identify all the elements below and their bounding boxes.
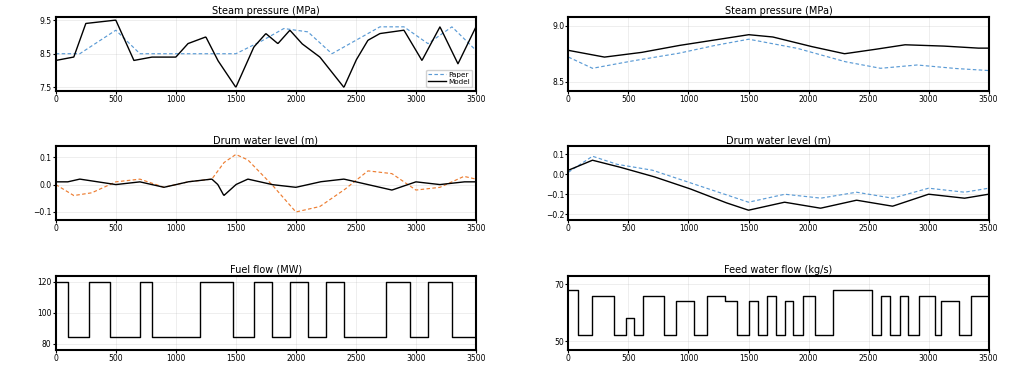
Model (110, 18, 122, 22)
Model (378, 31, 390, 35)
Title: Feed water flow (kg/s): Feed water flow (kg/s) (724, 265, 832, 275)
Paper (325, 51, 338, 56)
Paper (374, 25, 386, 29)
Model (327, 71, 339, 75)
Title: Drum water level (m): Drum water level (m) (213, 135, 318, 145)
Title: Drum water level (m): Drum water level (m) (726, 135, 831, 145)
Model (184, 41, 196, 45)
Model (469, 25, 482, 29)
Paper (429, 36, 441, 41)
Model (153, 55, 165, 59)
Model (50, 58, 62, 63)
Paper (469, 48, 482, 52)
Model (338, 85, 350, 89)
Line: Paper: Paper (56, 27, 476, 54)
Legend: Paper, Model: Paper, Model (426, 70, 473, 87)
Line: Model: Model (56, 20, 476, 87)
Paper (50, 51, 62, 56)
Paper (377, 25, 389, 29)
Paper (183, 51, 195, 56)
Paper (152, 51, 164, 56)
Title: Steam pressure (MPa): Steam pressure (MPa) (725, 6, 832, 16)
Model (430, 33, 442, 37)
Title: Steam pressure (MPa): Steam pressure (MPa) (212, 6, 319, 16)
Title: Fuel flow (MW): Fuel flow (MW) (230, 265, 302, 275)
Model (168, 55, 180, 59)
Paper (168, 51, 180, 56)
